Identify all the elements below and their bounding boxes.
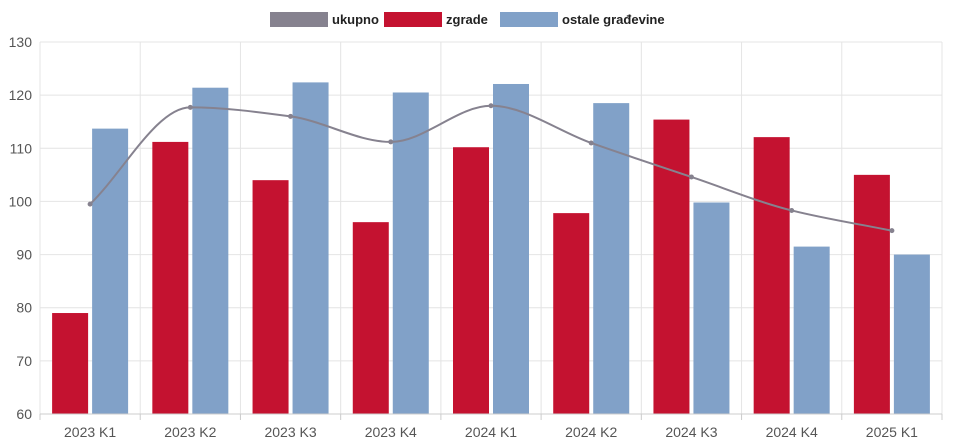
bars-layer: [52, 82, 930, 415]
bar-ostale-građevine: [793, 246, 830, 414]
legend-layer: ukupno zgrade ostale građevine: [270, 12, 665, 27]
grid-layer: [39, 41, 943, 415]
legend-item[interactable]: ukupno: [270, 12, 379, 27]
y-tick-label: 70: [16, 353, 32, 369]
point-ukupno: [488, 103, 494, 109]
bar-ostale-građevine: [92, 128, 129, 414]
y-tick-label: 130: [9, 34, 33, 50]
legend-label: ostale građevine: [562, 12, 665, 27]
point-ukupno: [889, 228, 895, 234]
x-tick-label: 2024 K2: [565, 424, 617, 440]
point-ukupno: [388, 139, 394, 145]
point-ukupno: [187, 104, 193, 110]
point-ukupno: [588, 140, 594, 146]
x-tick-label: 2025 K1: [866, 424, 918, 440]
x-tick-label: 2024 K4: [766, 424, 818, 440]
x-tick-label: 2023 K2: [164, 424, 216, 440]
bar-ostale-građevine: [192, 87, 229, 415]
y-tick-label: 100: [9, 193, 33, 209]
y-tick-label: 90: [16, 247, 32, 263]
bar-zgrade: [252, 180, 289, 414]
point-ukupno: [288, 113, 294, 119]
bar-ostale-građevine: [493, 83, 529, 415]
line-layer: [87, 103, 895, 234]
legend-swatch: [500, 12, 558, 27]
legend-item[interactable]: ostale građevine: [500, 12, 665, 27]
bar-zgrade: [152, 141, 189, 414]
point-ukupno: [789, 207, 795, 213]
legend-swatch: [270, 12, 328, 27]
x-tick-label: 2024 K1: [465, 424, 517, 440]
bar-ostale-građevine: [693, 202, 730, 414]
bar-zgrade: [753, 137, 790, 414]
bar-zgrade: [453, 147, 489, 415]
point-ukupno: [688, 174, 694, 180]
legend-label: zgrade: [446, 12, 488, 27]
y-tick-label: 80: [16, 300, 32, 316]
bar-ostale-građevine: [292, 82, 329, 414]
bar-zgrade: [352, 222, 389, 414]
y-tick-label: 60: [16, 406, 32, 422]
bar-ostale-građevine: [392, 92, 429, 414]
axes-layer: 60 70 80 90 100 110 120 130 2023 K1 2023 K2 2023 K…: [9, 34, 943, 440]
x-tick-label: 2023 K4: [365, 424, 417, 440]
y-tick-label: 120: [9, 87, 33, 103]
legend-label: ukupno: [332, 12, 379, 27]
point-ukupno: [87, 201, 93, 207]
legend-swatch: [384, 12, 442, 27]
bar-zgrade: [52, 313, 89, 414]
bar-zgrade: [553, 213, 590, 414]
x-tick-label: 2023 K3: [264, 424, 316, 440]
bar-zgrade: [853, 174, 890, 414]
x-tick-label: 2024 K3: [665, 424, 717, 440]
x-tick-label: 2023 K1: [64, 424, 116, 440]
bar-zgrade: [653, 119, 690, 415]
legend-item[interactable]: zgrade: [384, 12, 488, 27]
bar-ostale-građevine: [893, 254, 930, 414]
y-tick-label: 110: [10, 140, 33, 156]
